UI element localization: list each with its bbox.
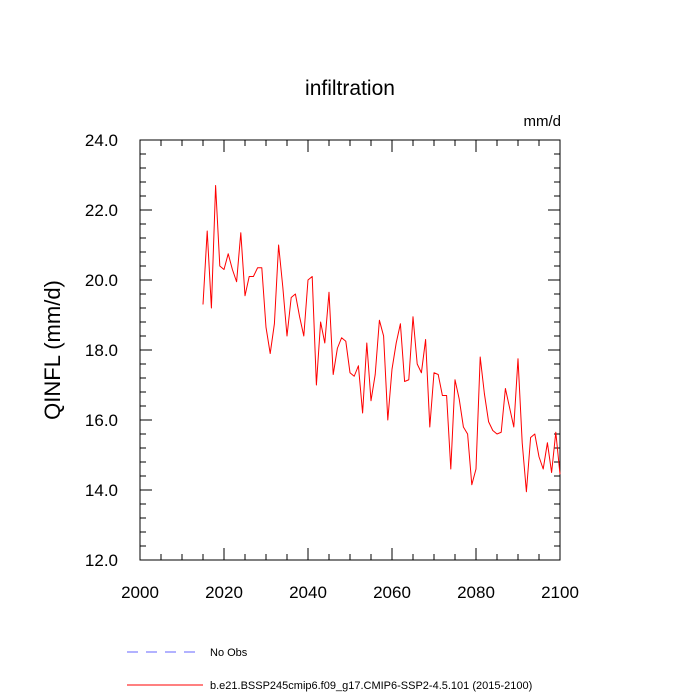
units-label: mm/d [524, 113, 562, 130]
y-tick-label: 22.0 [85, 201, 118, 220]
plot-frame [139, 139, 561, 561]
y-tick-label: 18.0 [85, 341, 118, 360]
axes: 2000 2020 2040 2060 2080 2100 12.0 14.0 16.0 18.0… [85, 131, 579, 602]
y-tick-label: 20.0 [85, 271, 118, 290]
x-tick-label: 2100 [541, 583, 579, 602]
x-tick-label: 2000 [121, 583, 159, 602]
y-tick-label: 14.0 [85, 481, 118, 500]
x-tick-label: 2060 [373, 583, 411, 602]
legend-label-no-obs: No Obs [210, 647, 248, 659]
x-tick-label: 2020 [205, 583, 243, 602]
series-group [202, 185, 561, 493]
x-tick-label: 2040 [289, 583, 327, 602]
legend-label-model: b.e21.BSSP245cmip6.f09_g17.CMIP6-SSP2-4.… [210, 680, 532, 692]
x-tick-label: 2080 [457, 583, 495, 602]
chart-title: infiltration [305, 77, 395, 100]
y-tick-label: 12.0 [85, 551, 118, 570]
y-tick-label: 16.0 [85, 411, 118, 430]
series-line [202, 185, 561, 493]
y-tick-label: 24.0 [85, 131, 118, 150]
y-axis-label: QINFL (mm/d) [40, 280, 65, 420]
legend: No Obs b.e21.BSSP245cmip6.f09_g17.CMIP6-… [127, 647, 532, 692]
